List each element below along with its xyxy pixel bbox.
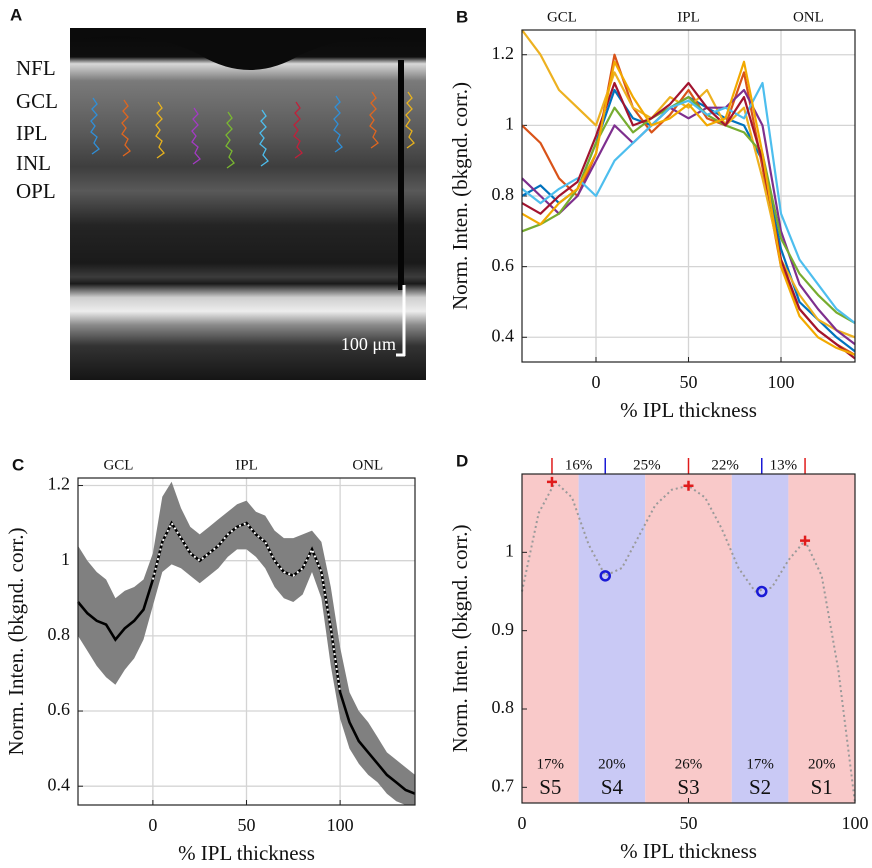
y-tick-label: 1.2 xyxy=(492,43,515,63)
y-tick-label: 0.8 xyxy=(492,184,515,204)
extremum-spacing: 16% xyxy=(565,457,593,473)
region-label: IPL xyxy=(235,457,258,473)
sublayer-share: 17% xyxy=(537,756,565,772)
x-axis-label: % IPL thickness xyxy=(620,398,757,422)
y-axis-label: Norm. Inten. (bkgnd. corr.) xyxy=(448,524,472,752)
extremum-spacing: 13% xyxy=(770,457,798,473)
x-tick-label: 100 xyxy=(842,813,869,833)
x-tick-label: 0 xyxy=(148,815,157,835)
trough-marker xyxy=(756,585,768,598)
sublayer-name: S3 xyxy=(677,775,699,799)
panel-letter: A xyxy=(10,5,22,24)
region-label: GCL xyxy=(547,9,577,25)
x-axis-label: % IPL thickness xyxy=(620,839,757,863)
sublayer-name: S1 xyxy=(811,775,833,799)
y-tick-label: 0.8 xyxy=(48,624,71,644)
sublayer-band xyxy=(578,474,646,803)
region-label: ONL xyxy=(352,457,383,473)
sublayer-share: 20% xyxy=(598,756,626,772)
layer-label: OPL xyxy=(16,179,56,203)
scale-bar-label: 100 μm xyxy=(341,334,396,354)
sublayer-share: 17% xyxy=(746,756,774,772)
plot-frame xyxy=(521,29,856,363)
region-label: GCL xyxy=(103,457,133,473)
sublayer-share: 20% xyxy=(808,756,836,772)
peak-marker xyxy=(800,535,811,546)
region-label: ONL xyxy=(793,9,824,25)
y-tick-label: 0.8 xyxy=(492,697,515,717)
series-line xyxy=(521,88,856,346)
sublayer-band xyxy=(731,474,789,803)
sublayer-name: S2 xyxy=(749,775,771,799)
y-tick-label: 1 xyxy=(61,549,70,569)
x-tick-label: 50 xyxy=(238,815,256,835)
spread-band xyxy=(78,481,415,805)
series-line xyxy=(521,60,856,356)
x-tick-label: 100 xyxy=(768,372,795,392)
x-tick-label: 50 xyxy=(680,372,698,392)
y-tick-label: 0.4 xyxy=(48,774,71,794)
panel-letter: B xyxy=(456,7,468,26)
layer-label: NFL xyxy=(16,56,56,80)
sublayer-name: S4 xyxy=(601,775,624,799)
oct-image xyxy=(70,28,426,381)
x-tick-label: 100 xyxy=(327,815,354,835)
layer-label: IPL xyxy=(16,121,48,145)
sublayer-share: 26% xyxy=(675,756,703,772)
layer-label: GCL xyxy=(16,89,58,113)
extremum-spacing: 25% xyxy=(633,457,661,473)
y-tick-label: 1.2 xyxy=(48,474,71,494)
sublayer-band xyxy=(645,474,732,803)
y-tick-label: 1 xyxy=(505,540,514,560)
mean-line xyxy=(77,520,416,795)
x-tick-label: 50 xyxy=(680,813,698,833)
panel-letter: C xyxy=(12,455,24,474)
sublayer-band xyxy=(788,474,855,803)
layer-label: INL xyxy=(16,151,51,175)
y-tick-label: 0.6 xyxy=(492,255,515,275)
y-tick-label: 0.7 xyxy=(492,775,515,795)
sublayer-band xyxy=(522,474,579,803)
fit-line xyxy=(151,521,342,693)
region-label: IPL xyxy=(677,9,700,25)
peak-marker xyxy=(683,480,694,491)
x-tick-label: 0 xyxy=(592,372,601,392)
series-line xyxy=(521,81,856,324)
y-tick-label: 0.4 xyxy=(492,325,515,345)
y-axis-label: Norm. Inten. (bkgnd. corr.) xyxy=(448,82,472,310)
x-tick-label: 0 xyxy=(518,813,527,833)
plot-frame xyxy=(77,477,416,806)
profile-curve xyxy=(521,480,856,804)
sublayer-name: S5 xyxy=(539,775,561,799)
extremum-spacing: 22% xyxy=(711,457,739,473)
y-tick-label: 0.9 xyxy=(492,619,515,639)
y-axis-label: Norm. Inten. (bkgnd. corr.) xyxy=(4,527,28,755)
y-tick-label: 0.6 xyxy=(48,699,71,719)
panel-letter: D xyxy=(456,451,468,470)
series-line xyxy=(521,29,856,339)
plot-frame xyxy=(521,473,856,804)
series-line xyxy=(521,81,856,360)
x-axis-label: % IPL thickness xyxy=(178,841,315,865)
trough-marker xyxy=(599,570,611,582)
peak-marker xyxy=(546,476,557,487)
y-tick-label: 1 xyxy=(505,113,514,133)
